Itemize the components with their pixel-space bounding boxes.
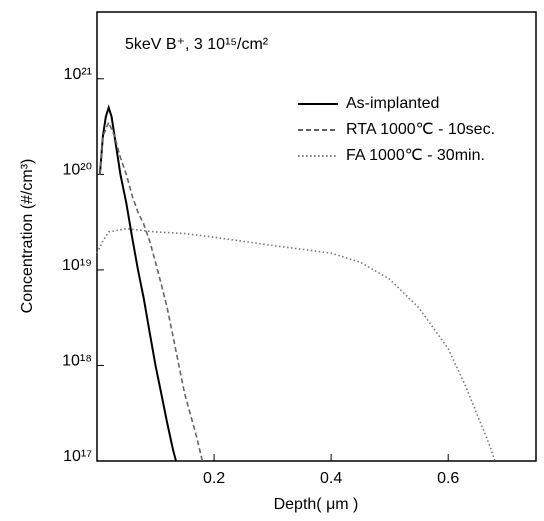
series-line bbox=[96, 227, 496, 462]
legend-label: As-implanted bbox=[346, 95, 439, 112]
x-tick-label: 0.6 bbox=[437, 470, 459, 487]
y-axis-label: Concentration (#/cm³) bbox=[19, 159, 36, 314]
legend-label: RTA 1000℃ - 10sec. bbox=[346, 121, 495, 138]
annotation: 5keV B⁺, 3 10¹⁵/cm² bbox=[125, 36, 269, 53]
y-tick-label: 10¹⁸ bbox=[62, 353, 92, 370]
x-tick-label: 0.4 bbox=[320, 470, 342, 487]
y-tick-label: 10²¹ bbox=[64, 66, 92, 83]
x-axis-label: Depth( μm ) bbox=[274, 496, 359, 513]
y-tick-label: 10²⁰ bbox=[62, 162, 92, 179]
y-tick-label: 10¹⁷ bbox=[63, 448, 92, 465]
series-line bbox=[99, 120, 204, 462]
series-line bbox=[98, 104, 177, 462]
legend-label: FA 1000℃ - 30min. bbox=[346, 147, 485, 164]
plot-frame bbox=[96, 11, 537, 462]
y-tick-label: 10¹⁹ bbox=[62, 257, 92, 274]
x-tick-label: 0.2 bbox=[203, 470, 225, 487]
